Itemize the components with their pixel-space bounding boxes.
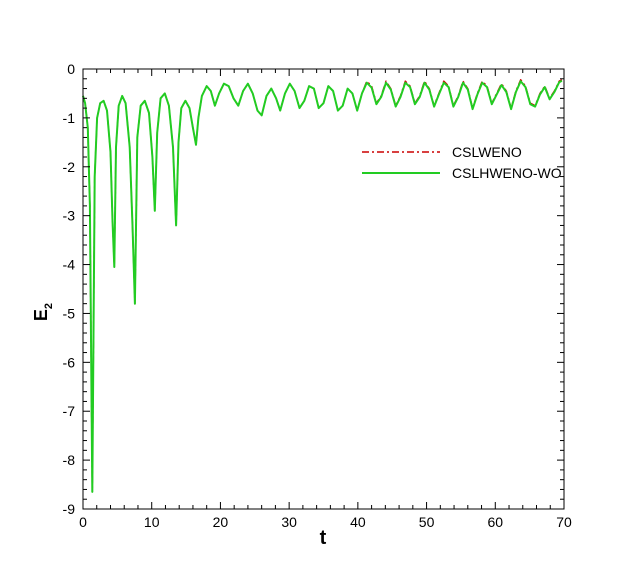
legend-label-cslweno: CSLWENO	[452, 144, 522, 160]
plot-lines	[82, 79, 563, 493]
axes	[82, 68, 565, 510]
y-tick-label: -3	[63, 208, 76, 224]
y-tick-label: -4	[63, 257, 76, 273]
y-tick-label: -8	[63, 452, 76, 468]
x-tick-label: 50	[419, 514, 435, 530]
y-tick-label: -6	[63, 354, 76, 370]
y-axis-title-main: E	[31, 309, 51, 321]
plot-frame	[82, 68, 565, 510]
y-tick-label: -5	[63, 305, 76, 321]
x-tick-label: 20	[213, 514, 229, 530]
legend-label-cslhweno-wo: CSLHWENO-WO	[452, 165, 562, 181]
x-tick-label: 0	[79, 514, 87, 530]
x-tick-label: 30	[281, 514, 297, 530]
y-tick-label: -9	[63, 501, 76, 517]
y-tick-label: 0	[67, 61, 75, 77]
y-axis-title: E2	[31, 303, 55, 321]
legend: CSLWENO CSLHWENO-WO	[362, 144, 562, 181]
y-tick-label: -1	[63, 110, 76, 126]
x-tick-label: 70	[556, 514, 572, 530]
y-axis-title-subscript: 2	[43, 303, 55, 309]
y-tick-label: -7	[63, 403, 76, 419]
x-tick-label: 60	[487, 514, 503, 530]
tick-labels: 0 10 20 30 40 50 60 70 0 -1 -2 -3 -4 -5 -6 -7 -8 -9	[63, 61, 572, 530]
series-line-cslhweno-wo	[82, 79, 563, 493]
x-tick-label: 10	[144, 514, 160, 530]
y-tick-label: -2	[63, 159, 76, 175]
x-axis-title: t	[320, 527, 327, 549]
x-tick-label: 40	[350, 514, 366, 530]
